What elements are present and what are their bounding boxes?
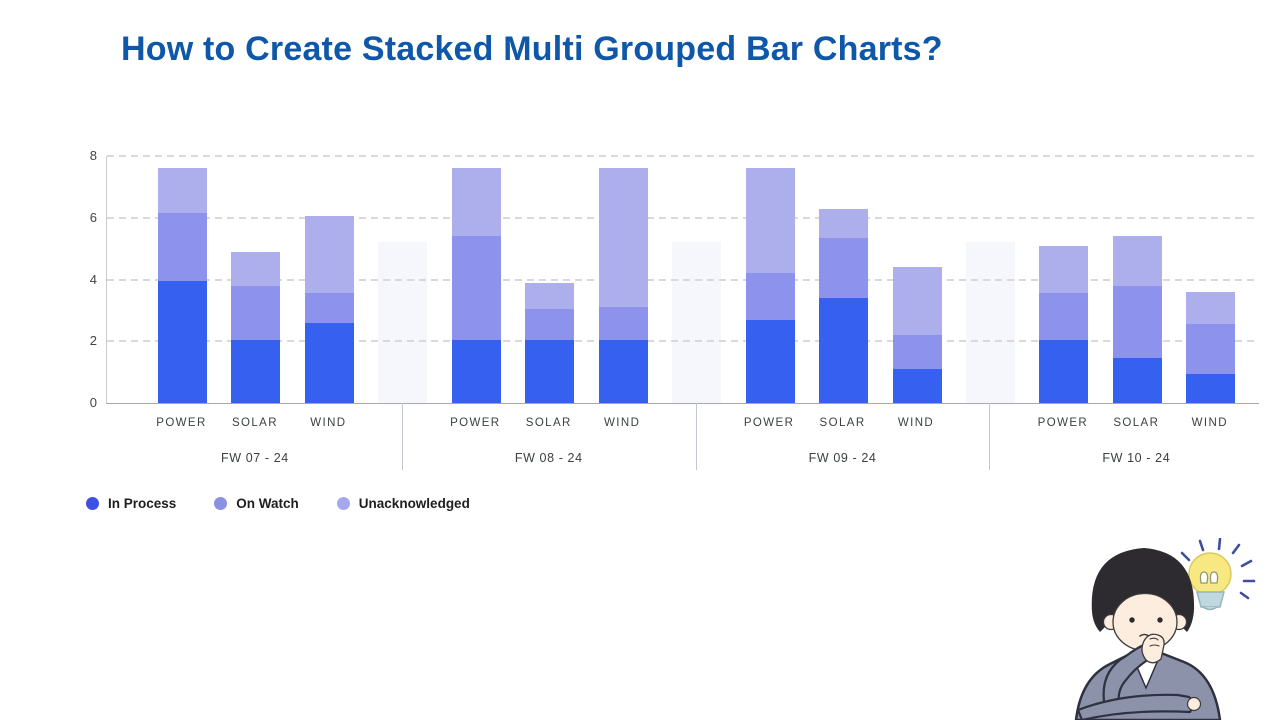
gridline-y-4 [107, 278, 1259, 281]
bar-segment-in-process [598, 339, 648, 403]
page-title: How to Create Stacked Multi Grouped Bar … [121, 30, 943, 68]
x-axis-category-label: SOLAR [819, 417, 866, 429]
bar-segment-in-process [525, 339, 575, 403]
bar-segment-on-watch [451, 236, 501, 340]
stacked-bar-solar [525, 282, 575, 403]
bar-segment-on-watch [158, 213, 207, 282]
stacked-bar-power [158, 168, 207, 403]
stacked-bar-wind [304, 216, 354, 403]
bar-segment-on-watch [525, 308, 575, 340]
x-axis-category-label: POWER [743, 417, 795, 429]
stacked-bar-wind [892, 267, 942, 403]
bar-segment-in-process [892, 369, 942, 403]
legend-item-on-watch: On Watch [214, 496, 299, 511]
bar-segment-unacknowledged [1186, 291, 1236, 325]
placeholder-bar [965, 242, 1015, 403]
bar-segment-on-watch [304, 293, 354, 323]
y-axis-tick-label: 0 [89, 395, 97, 410]
x-axis-group-label: FW 09 - 24 [808, 451, 877, 465]
bar-segment-unacknowledged [892, 267, 942, 336]
gridline-y-8 [107, 155, 1259, 157]
chart-legend: In Process On Watch Unacknowledged [86, 496, 470, 511]
stacked-bar-solar [819, 208, 869, 403]
x-axis-category-label: WIND [1191, 417, 1228, 429]
bar-segment-on-watch [231, 285, 281, 340]
group-separator-line [695, 403, 697, 470]
bar-segment-unacknowledged [745, 168, 795, 274]
x-axis-category-label: POWER [156, 417, 207, 429]
legend-color-dot [214, 497, 228, 510]
bar-segment-in-process [745, 319, 795, 403]
bar-segment-on-watch [1039, 293, 1089, 340]
bar-segment-in-process [451, 339, 501, 403]
stacked-bar-power [745, 168, 795, 403]
legend-item-unacknowledged: Unacknowledged [336, 496, 470, 511]
gridline-y-6 [107, 216, 1259, 219]
bar-segment-unacknowledged [1112, 236, 1162, 286]
x-axis-group-label: FW 10 - 24 [1102, 451, 1171, 465]
bar-segment-on-watch [598, 307, 648, 340]
x-axis-category-label: SOLAR [1113, 417, 1160, 429]
legend-color-dot [336, 497, 350, 510]
x-axis: POWER SOLAR WIND FW 07 - 24 POWER SOLAR WIND FW… [106, 403, 1258, 478]
bar-segment-unacknowledged [1039, 245, 1089, 294]
placeholder-bar [672, 242, 722, 403]
x-axis-category-label: SOLAR [525, 417, 572, 429]
bar-segment-unacknowledged [304, 216, 354, 294]
lightbulb-icon [1188, 552, 1232, 611]
bar-segment-on-watch [1112, 285, 1162, 359]
legend-label: In Process [108, 496, 177, 511]
stacked-bar-power [451, 168, 501, 403]
stacked-bar-wind [598, 168, 648, 403]
x-axis-category-label: POWER [450, 417, 501, 429]
bar-segment-in-process [304, 322, 354, 403]
group-separator-line [989, 403, 991, 470]
x-axis-category-label: SOLAR [231, 417, 278, 429]
legend-label: On Watch [236, 496, 299, 511]
stacked-bar-solar [1112, 236, 1162, 403]
y-axis-tick-label: 4 [89, 271, 97, 287]
stacked-bar-solar [231, 251, 281, 403]
x-axis-category-label: WIND [604, 417, 641, 429]
legend-item-in-process: In Process [86, 496, 176, 511]
thinking-person-icon [1074, 548, 1222, 720]
bar-segment-unacknowledged [598, 168, 648, 308]
x-axis-group-label: FW 08 - 24 [514, 451, 583, 465]
bar-segment-in-process [1039, 339, 1089, 403]
bar-segment-unacknowledged [231, 251, 281, 286]
y-axis-tick-label: 2 [89, 333, 97, 349]
bar-segment-on-watch [745, 273, 795, 320]
stacked-bar-chart-plot: 0 2 4 6 8 [90, 148, 1259, 410]
y-axis-tick-label: 6 [89, 209, 97, 225]
group-separator-line [401, 403, 403, 470]
x-axis-category-label: WIND [897, 417, 935, 429]
bar-segment-unacknowledged [158, 168, 207, 214]
bar-segment-in-process [819, 298, 869, 403]
x-axis-category-label: POWER [1037, 417, 1089, 429]
bar-segment-in-process [1112, 358, 1162, 403]
x-axis-group-label: FW 07 - 24 [221, 451, 289, 465]
bar-segment-in-process [231, 339, 281, 403]
x-axis-category-label: WIND [310, 417, 347, 429]
bar-segment-on-watch [1186, 324, 1236, 374]
stacked-bar-wind [1186, 291, 1236, 403]
bar-segment-unacknowledged [819, 208, 869, 238]
bar-segment-unacknowledged [451, 168, 501, 237]
stacked-bar-power [1039, 245, 1089, 403]
thinking-person-illustration [1074, 538, 1256, 720]
gridline-y-2 [107, 340, 1259, 343]
bar-segment-unacknowledged [525, 282, 575, 309]
y-axis-tick-label: 8 [89, 148, 97, 163]
legend-color-dot [86, 497, 99, 510]
bar-segment-in-process [1186, 373, 1236, 403]
placeholder-bar [378, 242, 428, 403]
bar-segment-on-watch [892, 335, 942, 370]
bar-segment-on-watch [819, 237, 869, 299]
bar-segment-in-process [158, 281, 207, 403]
legend-label: Unacknowledged [358, 496, 470, 511]
